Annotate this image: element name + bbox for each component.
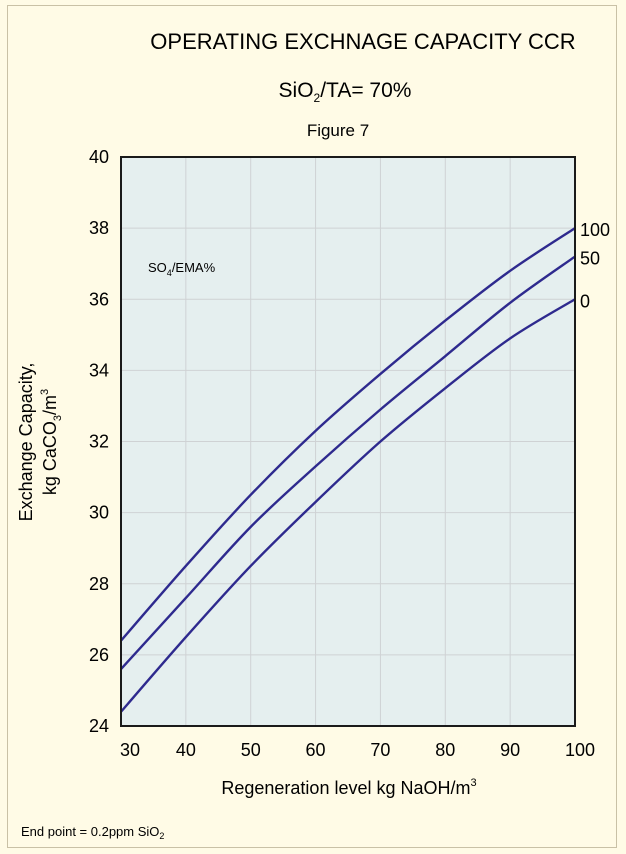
x-axis-label: Regeneration level kg NaOH/m3	[221, 777, 476, 798]
ylabel-prefix: kg CaCO	[40, 421, 60, 495]
y-tick-label-28: 28	[89, 574, 109, 594]
ylabel-subscript: 3	[52, 415, 64, 421]
y-tick-labels: 24 26 28 30 32 34 36 38 40	[89, 147, 109, 736]
footnote-subscript: 2	[159, 831, 164, 841]
plot-border	[120, 156, 576, 727]
y-tick-label-32: 32	[89, 432, 109, 452]
xlabel-superscript: 3	[471, 777, 477, 789]
series-line-0	[120, 298, 576, 713]
x-tick-label-80: 80	[435, 740, 455, 760]
series-line-100	[120, 227, 576, 642]
x-tick-labels: 30 40 50 60 70 80 90 100	[120, 740, 595, 760]
y-tick-label-38: 38	[89, 218, 109, 238]
chart-title: OPERATING EXCHNAGE CAPACITY CCR	[150, 29, 575, 54]
footnote-text: End point = 0.2ppm SiO	[21, 824, 159, 839]
x-tick-label-70: 70	[370, 740, 390, 760]
y-tick-label-24: 24	[89, 716, 109, 736]
y-tick-label-36: 36	[89, 289, 109, 309]
series-label-100: 100	[580, 220, 610, 240]
x-tick-label-30: 30	[120, 740, 140, 760]
subtitle-prefix: SiO	[279, 79, 314, 102]
legend-title-prefix: SO	[148, 260, 167, 275]
subtitle-suffix: /TA= 70%	[320, 79, 411, 102]
series-layer	[120, 227, 576, 713]
x-tick-label-90: 90	[500, 740, 520, 760]
footnote: End point = 0.2ppm SiO2	[21, 824, 164, 841]
x-tick-label-100: 100	[565, 740, 595, 760]
series-label-50: 50	[580, 249, 600, 269]
figure-frame	[7, 5, 617, 848]
ylabel-superscript: 3	[39, 389, 51, 395]
ylabel-suffix: /m	[40, 395, 60, 415]
chart-subtitle: SiO2/TA= 70%	[279, 79, 412, 105]
series-label-0: 0	[580, 291, 590, 311]
xlabel-text: Regeneration level kg NaOH/m	[221, 778, 470, 798]
legend-title-subscript: 4	[167, 268, 172, 278]
grid-lines	[121, 157, 575, 726]
series-end-labels: 100 50 0	[580, 220, 610, 311]
y-axis-label-line1: Exchange Capacity,	[16, 363, 36, 522]
y-tick-label-40: 40	[89, 147, 109, 167]
y-tick-label-34: 34	[89, 360, 109, 380]
legend-title: SO4/EMA%	[148, 260, 216, 278]
legend-title-suffix: /EMA%	[172, 260, 216, 275]
x-tick-label-50: 50	[241, 740, 261, 760]
y-axis-label-line2: kg CaCO3/m3	[39, 389, 64, 495]
y-tick-label-30: 30	[89, 503, 109, 523]
x-tick-label-40: 40	[176, 740, 196, 760]
series-line-50	[120, 255, 576, 670]
figure-label: Figure 7	[307, 121, 369, 140]
subtitle-subscript: 2	[314, 91, 321, 105]
x-tick-label-60: 60	[306, 740, 326, 760]
y-tick-label-26: 26	[89, 645, 109, 665]
